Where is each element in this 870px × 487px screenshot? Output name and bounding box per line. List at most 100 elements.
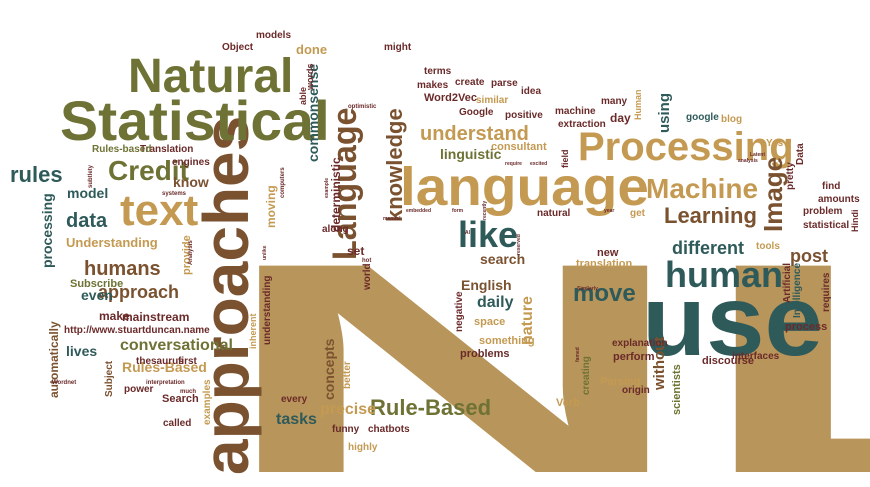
word-google: Google — [459, 107, 494, 118]
word-first: first — [178, 356, 198, 367]
word-human: human — [665, 254, 783, 295]
word-examples: examples — [202, 379, 213, 425]
word-subscribe: Subscribe — [70, 278, 123, 290]
word-google-lc: google — [686, 112, 719, 123]
word-require: require — [505, 161, 522, 167]
word-analysis: Analysis — [188, 240, 194, 265]
word-using: using — [656, 93, 673, 133]
word-negative: negative — [454, 291, 465, 332]
word-processing-v: processing — [39, 193, 55, 268]
word-machine: Machine — [646, 173, 758, 204]
word-terms: terms — [424, 66, 452, 77]
word-get: get — [630, 208, 646, 219]
word-world: world — [362, 263, 373, 291]
word-artificial: Artificial — [782, 263, 793, 303]
word-much: much — [180, 389, 196, 395]
word-problems: problems — [460, 348, 510, 360]
word-new: new — [597, 247, 619, 259]
word-rules-based-lc: Rules-based — [92, 144, 151, 155]
word-famed: famed — [575, 347, 581, 362]
word-language-h: language — [400, 156, 649, 216]
word-like: like — [458, 214, 518, 255]
word-without: without — [651, 337, 668, 391]
word-funny: funny — [332, 424, 360, 435]
word-positive: positive — [505, 110, 543, 121]
word-subject: Subject — [104, 360, 115, 397]
word-recently: recently — [482, 201, 488, 220]
word-analysis-lc: analysis — [738, 158, 758, 164]
word-discourse: discourse — [702, 355, 754, 367]
word-process: process — [785, 321, 827, 333]
word-might: might — [384, 42, 412, 53]
word-creating: creating — [581, 356, 592, 395]
word-nlp: NLP — [215, 200, 870, 487]
word-search-cap: Search — [162, 393, 199, 405]
word-create: create — [455, 77, 485, 88]
word-url: http://www.stuartduncan.name — [64, 325, 210, 336]
word-approaches: approaches — [190, 116, 262, 475]
word-deterministic: deterministic — [329, 157, 343, 232]
word-tools: tools — [756, 241, 780, 252]
word-origin: origin — [622, 385, 650, 396]
word-know: know — [173, 174, 209, 190]
word-machine-lc: machine — [555, 106, 596, 117]
word-interfaces: interfaces — [732, 351, 780, 362]
word-verb: Verb — [556, 397, 580, 409]
word-systems: systems — [162, 191, 187, 197]
word-rules: rules — [10, 162, 63, 187]
word-understand: understand — [420, 123, 529, 145]
word-lives: lives — [66, 343, 97, 359]
word-parse: parse — [491, 78, 518, 89]
word-wordnet: Wordnet — [52, 380, 76, 386]
word-computers: computers — [280, 167, 286, 198]
word-words: words — [305, 63, 315, 91]
word-year: year — [604, 208, 614, 214]
word-requires: requires — [821, 272, 832, 312]
word-hindi: Hindi — [850, 210, 860, 233]
word-understanding: Understanding — [66, 235, 158, 250]
word-data-cap: Data — [795, 143, 806, 165]
word-highly: highly — [348, 442, 378, 453]
word-problem: problem — [803, 206, 843, 217]
word-credit: Credit — [108, 155, 189, 186]
word-space: space — [474, 316, 505, 328]
word-language-v: Language — [326, 107, 364, 260]
word-humans: humans — [84, 258, 161, 280]
word-optimistic: optimistic — [348, 104, 377, 110]
word-hot: hot — [362, 258, 371, 264]
word-provide: provide — [181, 235, 193, 275]
word-idea: idea — [521, 86, 541, 97]
word-models: models — [256, 30, 291, 41]
word-perform: perform — [613, 351, 655, 363]
word-consultant: consultant — [491, 141, 547, 153]
word-extraction: extraction — [558, 119, 606, 130]
word-word2vec: Word2Vec — [424, 92, 477, 104]
word-translation: Translation — [140, 144, 193, 155]
word-automatically: automatically — [47, 321, 61, 398]
word-engines: engines — [172, 157, 210, 168]
word-linguistic: linguistic — [440, 146, 502, 162]
word-every: every — [281, 394, 308, 405]
word-post: post — [790, 246, 828, 266]
word-tasks: tasks — [276, 411, 317, 428]
word-chatbots: chatbots — [368, 424, 410, 435]
word-something: something — [479, 335, 535, 347]
word-approach: approach — [98, 282, 179, 302]
word-manual: manual — [383, 216, 401, 222]
word-excited: excited — [530, 161, 547, 167]
word-translation-lc: translation — [576, 258, 633, 270]
word-interpretation: interpretation — [146, 380, 185, 386]
word-pretty: pretty — [785, 162, 796, 190]
word-concepts: concepts — [321, 338, 337, 400]
word-makes: makes — [417, 80, 449, 91]
word-called: called — [163, 418, 191, 429]
word-field: field — [560, 149, 570, 168]
word-done: done — [296, 42, 327, 57]
word-learning: Learning — [664, 203, 757, 228]
word-day: day — [610, 111, 631, 125]
word-intelligence: Intelligence — [792, 263, 803, 318]
word-statistical: Statistical — [60, 90, 330, 152]
word-different: different — [672, 238, 744, 258]
word-use: use — [642, 264, 823, 376]
